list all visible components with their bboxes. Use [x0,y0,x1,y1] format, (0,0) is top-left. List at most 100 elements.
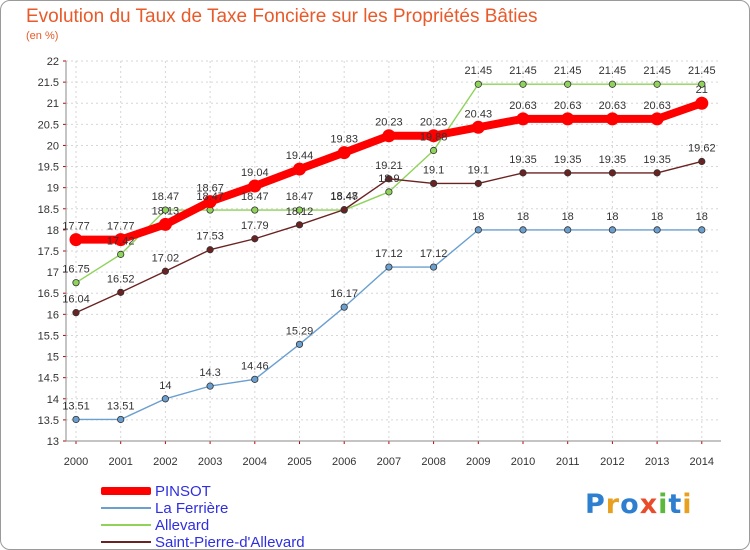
data-label-saint-pierre-d-allevard: 18.12 [286,206,314,218]
data-label-allevard: 18.47 [330,191,358,203]
data-point-pinsot [158,217,172,231]
y-tick-label: 13 [47,436,59,448]
data-point-allevard [698,80,706,88]
data-label-saint-pierre-d-allevard: 17.53 [196,231,224,243]
data-point-allevard [519,80,527,88]
y-tick-label: 20 [47,140,59,152]
data-label-allevard: 17.42 [107,235,135,247]
x-tick-label: 2004 [243,456,267,468]
data-label-pinsot: 18.67 [196,183,224,195]
legend-swatch-allevard [101,524,151,526]
data-point-pinsot [650,112,664,126]
legend-swatch-pinsot [101,487,151,495]
data-point-allevard [295,206,304,214]
y-tick-label: 13.5 [38,415,59,427]
y-tick-label: 16 [47,309,59,321]
x-tick-label: 2008 [421,456,445,468]
y-tick-label: 16.5 [38,288,59,300]
data-label-allevard: 18.47 [196,191,224,203]
y-tick-label: 14.5 [38,373,59,385]
data-label-la-ferriere: 18 [562,211,574,223]
logo-letter: x [639,489,659,520]
data-point-la-ferriere [72,415,80,424]
y-tick-label: 17 [47,267,59,279]
data-label-saint-pierre-d-allevard: 19.35 [509,154,537,166]
data-point-saint-pierre-d-allevard [564,169,572,177]
legend-label-la-ferriere: La Ferrière [155,500,229,517]
data-point-saint-pierre-d-allevard [653,169,661,177]
x-tick-label: 2007 [377,456,401,468]
data-label-allevard: 21.45 [554,65,582,77]
x-tick-label: 2013 [645,456,669,468]
data-label-la-ferriere: 18 [696,211,708,223]
x-tick-label: 2014 [690,456,714,468]
y-tick-label: 19.5 [38,162,59,174]
data-label-saint-pierre-d-allevard: 17.79 [241,220,269,232]
data-point-pinsot [605,112,619,126]
data-label-la-ferriere: 15.29 [286,325,314,337]
data-point-pinsot [293,162,306,176]
data-point-la-ferriere [608,226,617,234]
data-label-pinsot: 19.44 [286,150,314,162]
logo-letter: r [605,489,621,520]
x-tick-label: 2010 [511,456,535,468]
data-point-la-ferriere [295,340,304,348]
data-label-pinsot: 17.77 [62,221,90,233]
data-label-la-ferriere: 16.17 [330,288,358,300]
data-label-saint-pierre-d-allevard: 16.52 [107,273,135,285]
data-label-pinsot: 18.13 [152,205,180,217]
data-label-saint-pierre-d-allevard: 16.04 [62,294,90,306]
data-point-la-ferriere [429,263,438,271]
data-label-allevard: 18.47 [286,191,314,203]
x-tick-label: 2009 [466,456,490,468]
data-label-pinsot: 20.43 [465,108,493,120]
y-tick-label: 19 [47,183,59,195]
data-point-pinsot [695,96,709,110]
data-label-la-ferriere: 17.12 [420,248,448,260]
data-label-la-ferriere: 14 [159,380,171,392]
data-label-pinsot: 20.63 [509,100,537,112]
x-tick-label: 2006 [332,456,356,468]
data-point-saint-pierre-d-allevard [385,175,393,183]
logo-letter: i [682,489,693,520]
data-label-la-ferriere: 13.51 [62,400,90,412]
y-tick-label: 17.5 [38,246,59,258]
data-point-saint-pierre-d-allevard [72,309,80,317]
data-label-la-ferriere: 13.51 [107,400,135,412]
data-point-saint-pierre-d-allevard [251,235,259,243]
data-point-pinsot [427,129,441,143]
y-tick-label: 14 [47,394,59,406]
data-point-allevard [72,279,80,287]
data-label-allevard: 21.45 [643,65,671,77]
legend-label-pinsot: PINSOT [155,483,211,500]
data-label-pinsot: 20.23 [375,117,403,129]
x-tick-label: 2002 [153,456,177,468]
data-label-saint-pierre-d-allevard: 19.35 [599,154,627,166]
data-point-la-ferriere [206,382,214,390]
data-label-saint-pierre-d-allevard: 17.02 [152,252,180,264]
data-label-allevard: 21.45 [465,65,493,77]
data-label-pinsot: 17.77 [107,221,135,233]
data-label-pinsot: 19.04 [241,167,269,179]
data-point-saint-pierre-d-allevard [340,206,348,214]
y-tick-label: 15 [47,352,59,364]
data-point-allevard [608,80,617,88]
data-label-pinsot: 20.23 [420,117,448,129]
data-point-allevard [653,80,661,88]
data-label-pinsot: 19.83 [330,134,358,146]
data-point-pinsot [69,233,83,247]
data-point-la-ferriere [653,226,661,234]
data-label-la-ferriere: 18 [472,211,484,223]
data-point-pinsot [203,195,217,209]
legend-label-allevard: Allevard [155,517,210,534]
data-point-saint-pierre-d-allevard [206,246,214,254]
data-point-allevard [564,80,572,88]
data-point-la-ferriere [519,226,527,234]
data-point-saint-pierre-d-allevard [161,267,169,275]
data-label-saint-pierre-d-allevard: 19.1 [423,164,444,176]
chart-title: Evolution du Taux de Taxe Foncière sur l… [26,6,538,27]
data-label-saint-pierre-d-allevard: 18.48 [330,191,358,203]
data-label-allevard: 19.88 [420,132,448,144]
